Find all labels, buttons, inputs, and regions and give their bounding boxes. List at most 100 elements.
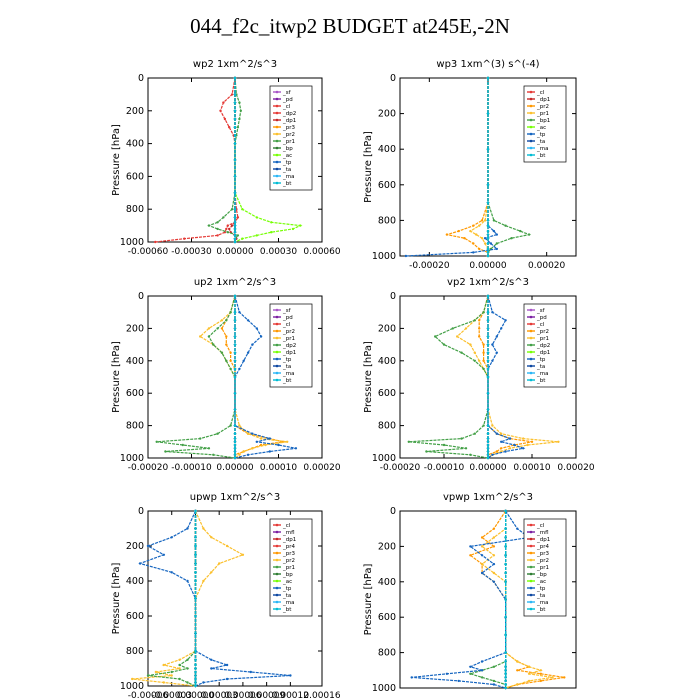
data-point [530, 440, 534, 443]
y-tick-label: 200 [378, 541, 396, 552]
data-point [233, 240, 237, 244]
legend-entry: _pd [536, 315, 547, 321]
legend-entry: _ma [536, 371, 548, 377]
data-point [178, 667, 181, 670]
data-point [526, 443, 529, 447]
x-tick-label: -0.00020 [380, 463, 421, 473]
data-point [233, 359, 237, 362]
data-point [457, 679, 460, 683]
y-tick-label: 1000 [372, 251, 396, 262]
data-point [178, 677, 181, 681]
legend-entry: _bp1 [536, 118, 550, 124]
x-tick-label: 0.00006 [224, 691, 261, 700]
legend-entry: _ac [282, 153, 292, 159]
legend-marker [275, 336, 279, 340]
data-point [233, 76, 237, 80]
data-point [233, 432, 237, 435]
legend-entry: _pr1 [536, 111, 549, 117]
data-point [480, 562, 484, 566]
legend-entry: _bt [536, 378, 546, 384]
data-point [210, 536, 213, 539]
legend-entry: _tp [536, 586, 546, 592]
legend-entry: _pr2 [536, 558, 549, 564]
data-point [482, 351, 485, 354]
y-tick-label: 800 [378, 215, 396, 226]
legend-marker [275, 523, 279, 527]
legend-entry: _pr1 [282, 565, 295, 571]
data-point [228, 126, 231, 129]
legend-entry: _bp [536, 572, 547, 578]
data-point [478, 224, 481, 227]
data-point [270, 231, 273, 234]
data-point [233, 142, 237, 145]
data-point [228, 227, 231, 231]
data-point [486, 319, 490, 322]
data-point [527, 672, 531, 675]
legend-entry: _cl [536, 322, 545, 328]
data-point [486, 367, 490, 371]
data-point [154, 240, 157, 244]
data-point [216, 432, 219, 435]
data-point [410, 676, 413, 679]
data-point [222, 216, 225, 219]
data-point [233, 408, 237, 411]
data-point [186, 667, 189, 670]
series-line-pr2 [221, 295, 284, 458]
data-point [194, 536, 197, 539]
data-point [486, 424, 490, 427]
series-line-tp [487, 295, 526, 459]
data-point [178, 658, 181, 661]
data-point [233, 335, 237, 338]
y-tick-label: 800 [126, 646, 144, 657]
legend-marker [275, 111, 279, 115]
data-point [238, 117, 241, 121]
legend-marker [275, 350, 279, 354]
data-point [131, 677, 134, 681]
data-point [246, 351, 250, 354]
legend-marker [275, 371, 279, 375]
data-point [469, 665, 472, 668]
data-point [225, 343, 228, 346]
data-point [513, 443, 516, 447]
data-point [249, 670, 252, 674]
data-point [233, 191, 237, 194]
data-point [516, 683, 519, 686]
data-point [469, 229, 472, 233]
data-point [495, 242, 498, 245]
x-tick-label: 0.00010 [513, 463, 550, 473]
legend-entry: _tp [282, 160, 292, 166]
data-point [445, 233, 449, 236]
legend-marker [529, 364, 533, 368]
legend-marker [275, 104, 279, 108]
y-tick-label: 600 [126, 171, 144, 182]
chart-title: vp2 1xm^2/s^3 [447, 277, 529, 288]
legend-marker [275, 544, 279, 548]
data-point [486, 432, 490, 435]
data-point [404, 254, 408, 258]
data-point [225, 319, 228, 322]
y-tick-label: 600 [126, 611, 144, 622]
y-tick-label: 600 [378, 388, 396, 399]
data-point [219, 109, 222, 113]
data-point [492, 562, 496, 566]
data-point [434, 335, 437, 338]
data-point [492, 527, 496, 530]
data-point [486, 251, 490, 254]
legend-marker [529, 97, 533, 101]
y-tick-label: 200 [126, 106, 144, 117]
data-point [194, 553, 197, 556]
legend-entry: _dp1 [536, 97, 550, 103]
chart-title: vpwp 1xm^2/s^3 [443, 492, 533, 503]
data-point [480, 237, 484, 240]
data-point [508, 437, 512, 440]
data-point [500, 432, 503, 435]
data-point [486, 112, 490, 115]
legend-marker [529, 308, 533, 312]
data-point [486, 76, 490, 80]
data-point [504, 672, 507, 675]
data-point [478, 247, 481, 251]
legend-entry: _dp1 [536, 537, 550, 543]
data-point [527, 679, 531, 683]
data-point [230, 208, 234, 211]
data-point [225, 544, 229, 548]
